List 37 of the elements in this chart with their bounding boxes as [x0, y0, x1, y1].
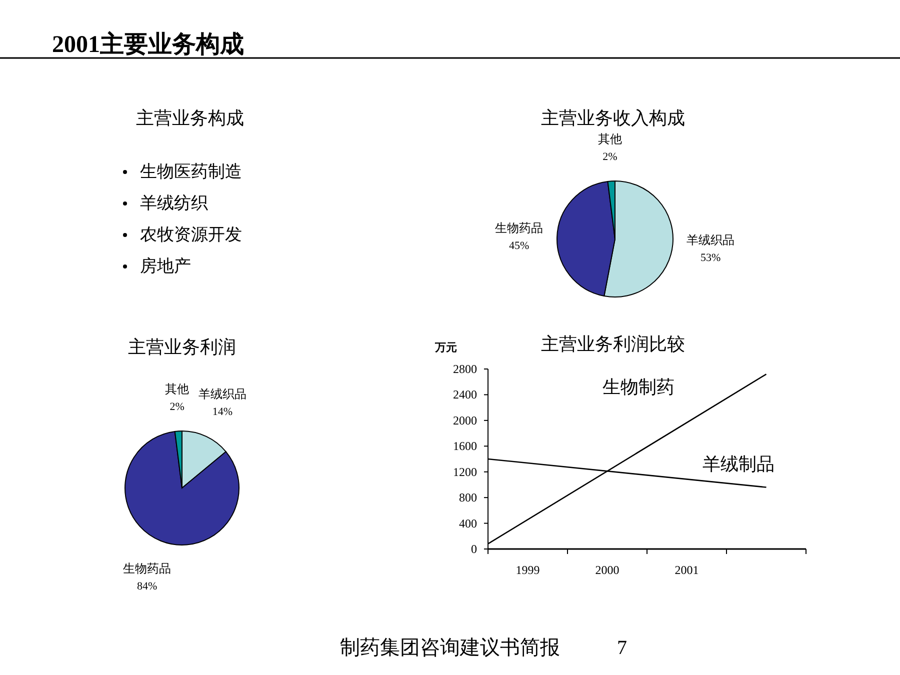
text: 房地产 — [140, 256, 191, 276]
y-tick-label: 2800 — [453, 362, 477, 376]
y-tick-label: 800 — [459, 490, 477, 505]
slice-label: 其他 — [165, 382, 190, 396]
data-label: 2% — [170, 401, 184, 414]
y-axis-title: 万元 — [434, 342, 457, 354]
y-tick-label: 1600 — [453, 439, 477, 454]
slice-label: 生物药品 — [495, 220, 544, 235]
slice-label: 羊绒织品 — [198, 387, 246, 402]
text: 主营业务构成 — [136, 108, 244, 128]
y-tick-label: 1200 — [453, 464, 477, 479]
text: 生物医药制造 — [140, 162, 242, 181]
x-tick-label: 2000 — [595, 563, 620, 577]
y-tick-label: 0 — [471, 542, 477, 556]
y-tick-label: 2400 — [453, 388, 477, 402]
x-tick-label: 2001 — [674, 563, 699, 577]
data-label: 2% — [602, 151, 618, 164]
x-tick-label: 1999 — [516, 563, 540, 577]
text: 农牧资源开发 — [140, 225, 242, 244]
slice-label: 羊绒织品 — [686, 233, 735, 248]
slice-label: 其他 — [598, 132, 622, 146]
chart-title: 主营业务收入构成 — [541, 108, 685, 128]
series-label: 生物制药 — [602, 377, 674, 398]
data-label: 14% — [212, 406, 233, 418]
data-label: 45% — [508, 240, 530, 252]
data-label: 84% — [136, 580, 158, 592]
text: 羊绒纺织 — [140, 194, 208, 212]
slice-label: 生物药品 — [123, 561, 172, 576]
text: 制药集团咨询建议书简报 — [340, 637, 560, 659]
text: 7 — [617, 637, 627, 659]
text: 2001主要业务构成 — [52, 30, 244, 58]
y-tick-label: 400 — [459, 516, 477, 530]
y-tick-label: 2000 — [453, 413, 477, 428]
series-label: 羊绒制品 — [702, 454, 774, 474]
chart-title: 主营业务利润 — [128, 337, 236, 357]
data-label: 53% — [700, 252, 721, 264]
chart-title: 主营业务利润比较 — [541, 334, 685, 354]
